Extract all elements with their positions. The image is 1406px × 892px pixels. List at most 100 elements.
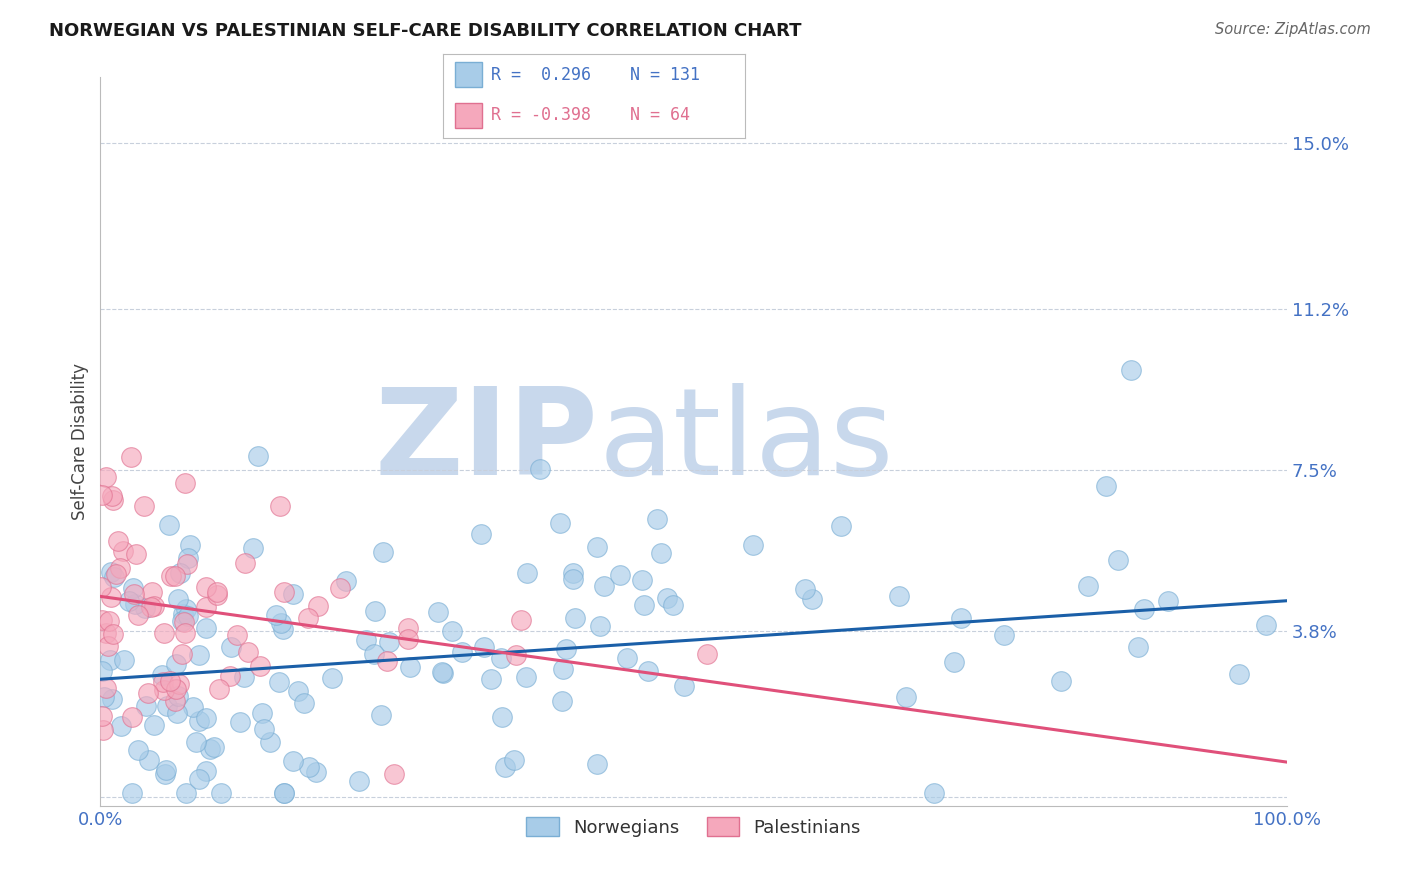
Point xyxy=(135,698,157,713)
Point xyxy=(165,681,187,696)
Point xyxy=(205,585,228,599)
Point xyxy=(124,547,146,561)
Point xyxy=(1133,601,1156,615)
Point xyxy=(585,540,607,554)
Point xyxy=(273,786,295,800)
Point xyxy=(100,565,122,579)
Point xyxy=(169,566,191,580)
Point xyxy=(156,698,179,713)
Point xyxy=(208,681,231,696)
Point xyxy=(150,668,173,682)
Point xyxy=(1077,579,1099,593)
Point xyxy=(1121,362,1143,376)
Point xyxy=(399,659,422,673)
Point xyxy=(562,572,585,586)
Text: NORWEGIAN VS PALESTINIAN SELF-CARE DISABILITY CORRELATION CHART: NORWEGIAN VS PALESTINIAN SELF-CARE DISAB… xyxy=(49,22,801,40)
Point xyxy=(181,700,204,714)
Point xyxy=(236,645,259,659)
Point xyxy=(800,592,823,607)
Point xyxy=(205,588,228,602)
Point xyxy=(121,786,143,800)
Point xyxy=(551,694,574,708)
Point xyxy=(186,734,208,748)
Point xyxy=(138,752,160,766)
Point xyxy=(179,538,201,552)
Point xyxy=(233,556,256,570)
Point xyxy=(943,655,966,669)
Text: Source: ZipAtlas.com: Source: ZipAtlas.com xyxy=(1215,22,1371,37)
Point xyxy=(830,518,852,533)
Point xyxy=(195,711,218,725)
Point xyxy=(564,611,586,625)
Point xyxy=(375,654,398,668)
Point xyxy=(94,470,117,484)
Point xyxy=(307,599,329,614)
Point xyxy=(287,684,309,698)
Point xyxy=(1256,618,1278,632)
Point xyxy=(153,625,176,640)
Point xyxy=(432,666,454,681)
Point xyxy=(143,718,166,732)
Point xyxy=(124,597,146,611)
Point xyxy=(470,527,492,541)
Point xyxy=(529,461,551,475)
Point xyxy=(950,611,973,625)
Point xyxy=(1050,674,1073,689)
Point xyxy=(120,450,142,465)
Point xyxy=(516,566,538,580)
Point xyxy=(202,740,225,755)
Point xyxy=(100,489,122,503)
Point xyxy=(298,760,321,774)
Point xyxy=(586,756,609,771)
Point xyxy=(174,626,197,640)
Point xyxy=(103,626,125,640)
Point xyxy=(633,598,655,612)
Point xyxy=(741,538,763,552)
Point xyxy=(495,760,517,774)
Point xyxy=(195,599,218,614)
Point xyxy=(354,633,377,648)
Point xyxy=(430,665,453,680)
Point xyxy=(167,677,190,691)
Point xyxy=(94,626,117,640)
Point xyxy=(121,710,143,724)
Point xyxy=(103,493,125,508)
Point xyxy=(588,619,610,633)
Point xyxy=(305,765,328,780)
Y-axis label: Self-Care Disability: Self-Care Disability xyxy=(72,363,89,520)
Point xyxy=(172,607,194,622)
Point xyxy=(259,735,281,749)
Point xyxy=(90,580,112,594)
Point xyxy=(209,786,232,800)
Point xyxy=(187,772,209,787)
Point xyxy=(515,669,537,683)
Point xyxy=(167,689,190,703)
Point xyxy=(103,570,125,584)
Point xyxy=(91,613,114,627)
Point xyxy=(110,719,132,733)
Point xyxy=(91,723,114,738)
Point xyxy=(561,566,583,581)
Point xyxy=(673,679,696,693)
Point xyxy=(1227,667,1250,681)
Point xyxy=(134,601,156,615)
Point xyxy=(176,558,198,572)
Point xyxy=(110,561,132,575)
Point xyxy=(993,628,1015,642)
Point xyxy=(165,694,187,708)
Point xyxy=(297,611,319,625)
Point xyxy=(252,706,274,720)
Point xyxy=(267,675,290,690)
Point xyxy=(219,669,242,683)
Point xyxy=(396,621,419,635)
Point xyxy=(105,567,128,582)
Point xyxy=(177,551,200,566)
Point xyxy=(1157,594,1180,608)
Point xyxy=(165,569,187,583)
Point xyxy=(174,602,197,616)
Point xyxy=(396,632,419,646)
Point xyxy=(273,585,295,599)
Point xyxy=(118,593,141,607)
Point xyxy=(246,449,269,463)
Point xyxy=(170,647,193,661)
